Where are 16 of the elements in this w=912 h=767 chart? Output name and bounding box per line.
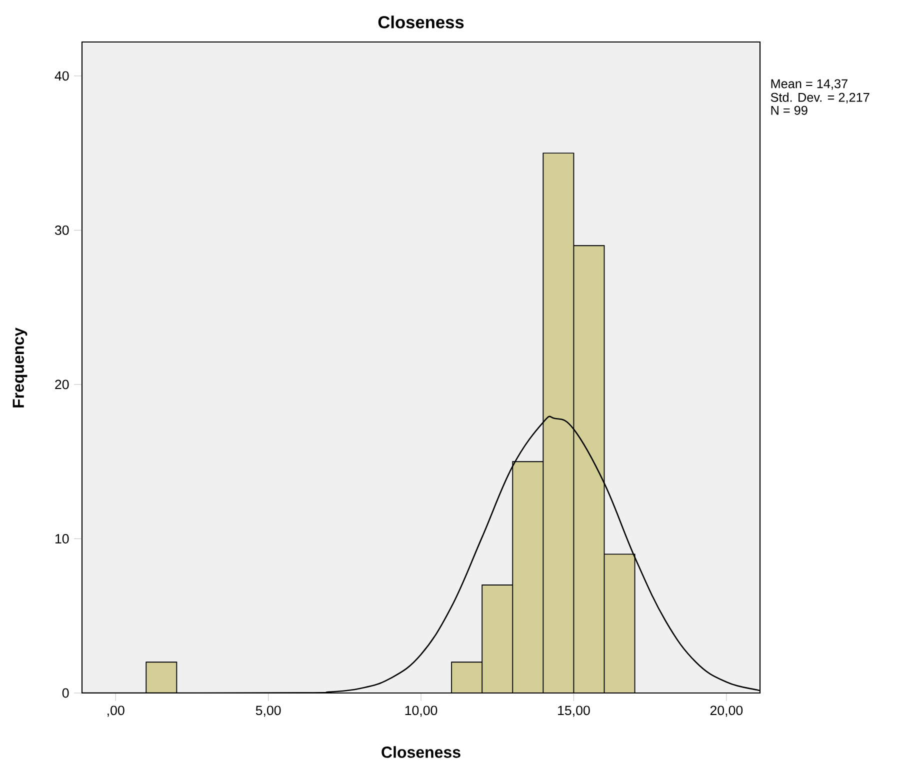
- x-axis-title: Closeness: [382, 746, 460, 758]
- x-tick-label: 15,00: [558, 706, 590, 717]
- x-tick-label: ,00: [108, 706, 124, 717]
- text: N = 99: [771, 106, 808, 115]
- x-tick-label: 20,00: [710, 706, 743, 717]
- chart-title: Closeness: [378, 16, 464, 28]
- y-axis-title: Frequency: [12, 328, 28, 408]
- y-tick-label: 40: [54, 71, 69, 81]
- x-tick-label: 10,00: [405, 706, 438, 717]
- y-tick-label: 10: [55, 534, 69, 544]
- y-tick-label: 30: [54, 225, 69, 235]
- x-tick-label: 5,00: [256, 706, 281, 717]
- text: Mean = 14,37: [771, 79, 848, 90]
- y-tick-label: 20: [55, 380, 69, 390]
- y-tick-label: 0: [62, 688, 69, 698]
- text: Std. Dev. = 2,217: [770, 92, 870, 104]
